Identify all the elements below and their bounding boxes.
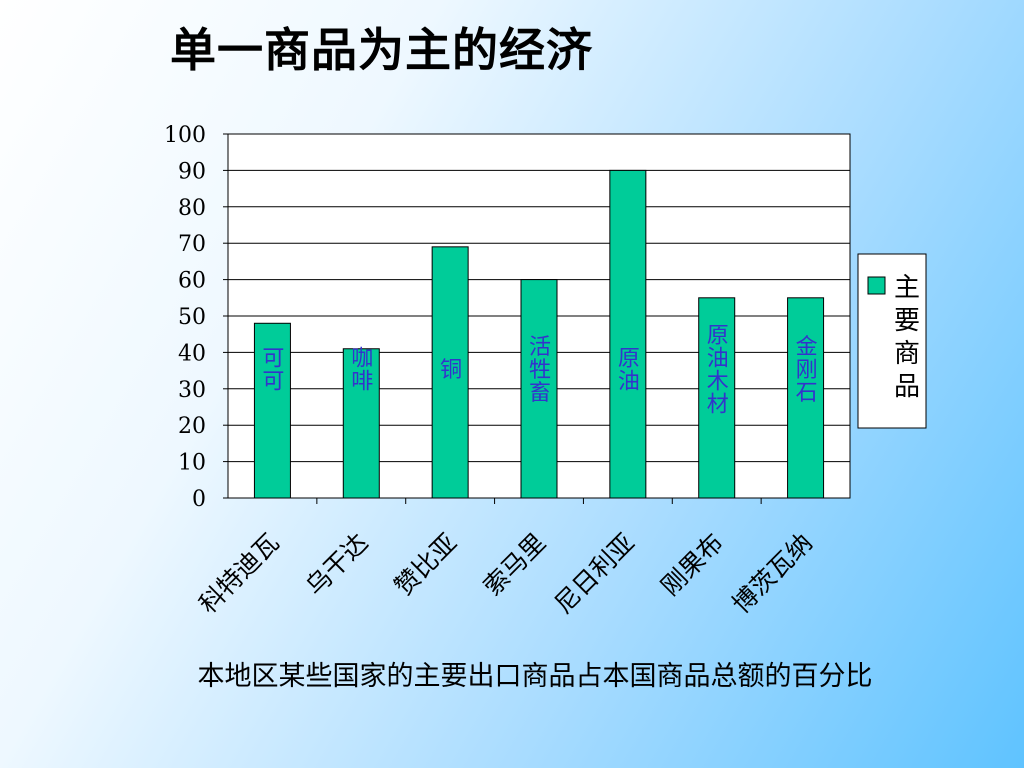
- bar-6: [698, 297, 736, 499]
- y-tick-label: 40: [178, 341, 206, 366]
- legend-label: 主要商品: [894, 273, 920, 402]
- bar-label-1: 可可: [262, 346, 284, 394]
- x-tick-label: 索马里: [478, 528, 552, 602]
- slide-title: 单一商品为主的经济: [170, 23, 593, 77]
- bar-labels: 可可 咖啡 铜 活牲畜 原油 原油木材 金刚石: [262, 323, 817, 417]
- x-tick-label: 乌干达: [300, 528, 374, 602]
- bar-label-4: 活牲畜: [529, 335, 551, 406]
- legend: 主要商品: [857, 253, 927, 429]
- bar-label-2: 咖啡: [351, 346, 373, 394]
- x-tick-label: 刚果布: [655, 528, 729, 602]
- chart-caption: 本地区某些国家的主要出口商品占本国商品总额的百分比: [197, 661, 873, 692]
- y-tick-label: 20: [178, 414, 206, 439]
- bar-label-7: 金刚石: [796, 335, 818, 406]
- x-tick-label: 赞比亚: [389, 528, 463, 602]
- bar-label-3: 铜: [440, 358, 462, 383]
- bar-label-5: 原油: [618, 346, 640, 394]
- bar-2: [342, 348, 380, 499]
- y-tick-label: 0: [192, 487, 206, 512]
- y-tick-label: 60: [178, 269, 206, 294]
- bar-4: [520, 279, 558, 499]
- bars: [253, 169, 825, 499]
- bar-7: [787, 297, 825, 499]
- bar-3: [431, 246, 469, 499]
- y-tick-label: 90: [178, 159, 206, 184]
- x-tick-label: 科特迪瓦: [193, 528, 284, 619]
- y-tick-label: 30: [178, 378, 206, 403]
- bar-5: [609, 169, 647, 499]
- x-tick-label: 尼日利亚: [549, 528, 640, 619]
- bar-1: [253, 322, 291, 499]
- y-tick-label: 70: [178, 232, 206, 257]
- bar-label-6: 原油木材: [707, 323, 729, 417]
- y-tick-label: 80: [178, 196, 206, 221]
- y-tick-label: 50: [178, 305, 206, 330]
- y-tick-label: 10: [178, 451, 206, 476]
- y-tick-label: 100: [164, 123, 206, 148]
- legend-swatch: [867, 276, 886, 295]
- x-tick-label: 博茨瓦纳: [727, 528, 818, 619]
